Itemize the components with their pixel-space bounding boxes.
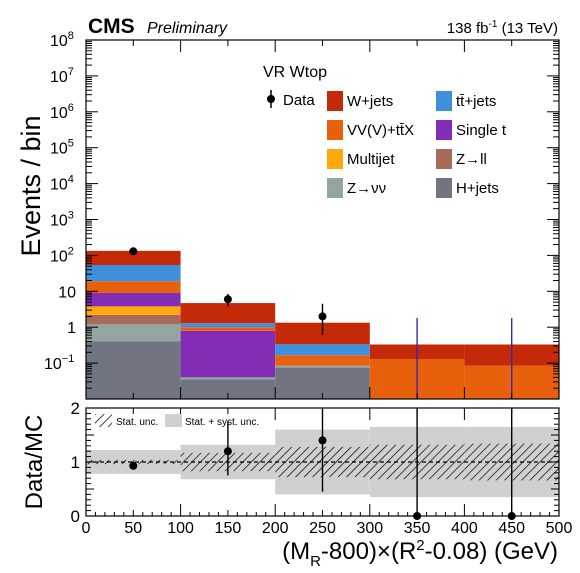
bar-ttjets-bin-2 xyxy=(275,344,370,356)
legend-label-wjets: W+jets xyxy=(347,93,393,110)
legend-label-ttjets: tt̄+jets xyxy=(456,93,496,110)
bar-znunu-bin-2 xyxy=(275,365,370,368)
legend-swatch-znunu xyxy=(327,178,343,198)
uncertainty-legend: Stat. unc. Stat. + syst. unc. xyxy=(95,414,259,428)
ratio-point-1 xyxy=(223,447,232,456)
bar-wjets-bin-1 xyxy=(180,303,276,324)
x-tick-label-3: 150 xyxy=(215,520,242,537)
ratio-y-tick-label-0: 0 xyxy=(71,507,80,526)
stat-unc-label: Stat. unc. xyxy=(116,417,158,428)
bar-znunu-bin-1 xyxy=(180,377,276,380)
bar-hjets-bin-1 xyxy=(180,379,276,399)
bar-ttjets-bin-1 xyxy=(180,323,276,328)
status-label: Preliminary xyxy=(147,20,228,37)
legend-label-multijet: Multijet xyxy=(347,151,395,168)
legend-swatch-zll xyxy=(436,149,452,169)
y-tick-label-7: 106 xyxy=(50,102,74,122)
svg-text:Data: Data xyxy=(283,92,315,109)
lower-y-axis: 0 1 2 xyxy=(71,399,559,526)
y-tick-label-5: 104 xyxy=(50,174,74,194)
bar-singlet-bin-1 xyxy=(180,330,276,378)
y-tick-label-0: 10−1 xyxy=(44,353,74,373)
lower-x-axis: 0 50 100 150 200 250 300 350 400 450 500 xyxy=(82,408,573,537)
ratio-point-0 xyxy=(129,461,138,470)
ratio-point-2 xyxy=(318,436,327,445)
lumi-label: 138 fb-1 (13 TeV) xyxy=(447,19,558,37)
data-point-1 xyxy=(223,295,232,304)
ratio-points xyxy=(129,408,516,520)
legend-label-zll: Z→ll xyxy=(456,151,487,168)
bar-vvttx-bin-2 xyxy=(275,355,370,366)
experiment-label: CMS xyxy=(88,15,135,38)
x-tick-label-7: 350 xyxy=(404,520,431,537)
y-tick-label-8: 107 xyxy=(50,66,74,86)
legend-label-vvttx: VV(V)+tt̄X xyxy=(347,122,414,139)
data-point-0 xyxy=(129,247,138,256)
legend-swatch-multijet xyxy=(327,149,343,169)
stack-bars xyxy=(86,250,559,399)
x-tick-label-5: 250 xyxy=(309,520,336,537)
bar-zll-bin-0 xyxy=(86,314,181,325)
region-label: VR Wtop xyxy=(263,64,327,81)
bar-wjets-bin-0 xyxy=(86,250,181,266)
statsyst-unc-label: Stat. + syst. unc. xyxy=(185,417,259,428)
bar-znunu-bin-0 xyxy=(86,324,181,342)
x-tick-label-9: 450 xyxy=(498,520,525,537)
bar-vvttx-bin-0 xyxy=(86,281,181,293)
legend-swatch-wjets xyxy=(327,91,343,111)
upper-y-axis: 10−1 1 10 102 103 104 105 106 107 108 xyxy=(44,30,559,400)
y-tick-label-1: 1 xyxy=(67,320,76,337)
bar-singlet-bin-0 xyxy=(86,292,181,307)
y-tick-label-2: 10 xyxy=(58,284,76,301)
legend-label-znunu: Z→νν xyxy=(347,180,386,197)
data-point-2 xyxy=(318,312,327,321)
ratio-y-tick-label-1: 1 xyxy=(71,453,80,472)
legend-label-singlet: Single t xyxy=(456,122,507,139)
bar-multijet-bin-0 xyxy=(86,306,181,315)
x-tick-label-1: 50 xyxy=(124,520,142,537)
x-tick-label-2: 100 xyxy=(167,520,194,537)
legend-swatch-singlet xyxy=(436,120,452,140)
lower-y-label: Data/MC xyxy=(21,415,48,510)
x-axis-label: (MR-800)×(R2-0.08) (GeV) xyxy=(282,537,558,570)
x-tick-label-0: 0 xyxy=(82,520,91,537)
y-tick-label-9: 108 xyxy=(50,30,74,50)
legend-data: Data xyxy=(267,90,315,109)
x-tick-label-8: 400 xyxy=(451,520,478,537)
legend: VR Wtop Data W+jets tt̄+jets VV(V)+tt̄X Sin… xyxy=(263,64,507,198)
legend-swatch-ttjets xyxy=(436,91,452,111)
bar-hjets-bin-0 xyxy=(86,341,181,399)
data-points xyxy=(129,247,513,399)
upper-y-label: Events / bin xyxy=(16,115,46,256)
x-tick-label-10: 500 xyxy=(546,520,573,537)
x-tick-label-4: 200 xyxy=(262,520,289,537)
upper-x-ticks xyxy=(85,40,560,399)
x-tick-label-6: 300 xyxy=(356,520,383,537)
y-tick-label-3: 102 xyxy=(50,245,74,265)
statsyst-unc-swatch xyxy=(165,414,182,427)
bar-ttjets-bin-0 xyxy=(86,265,181,282)
stat-unc-swatch xyxy=(95,414,112,427)
y-tick-label-4: 103 xyxy=(50,210,74,230)
legend-label-hjets: H+jets xyxy=(456,180,499,197)
legend-swatch-hjets xyxy=(436,178,452,198)
ratio-y-tick-label-2: 2 xyxy=(71,399,80,418)
legend-swatch-vvttx xyxy=(327,120,343,140)
bar-vvttx-bin-1 xyxy=(180,327,276,331)
y-tick-label-6: 105 xyxy=(50,138,74,158)
